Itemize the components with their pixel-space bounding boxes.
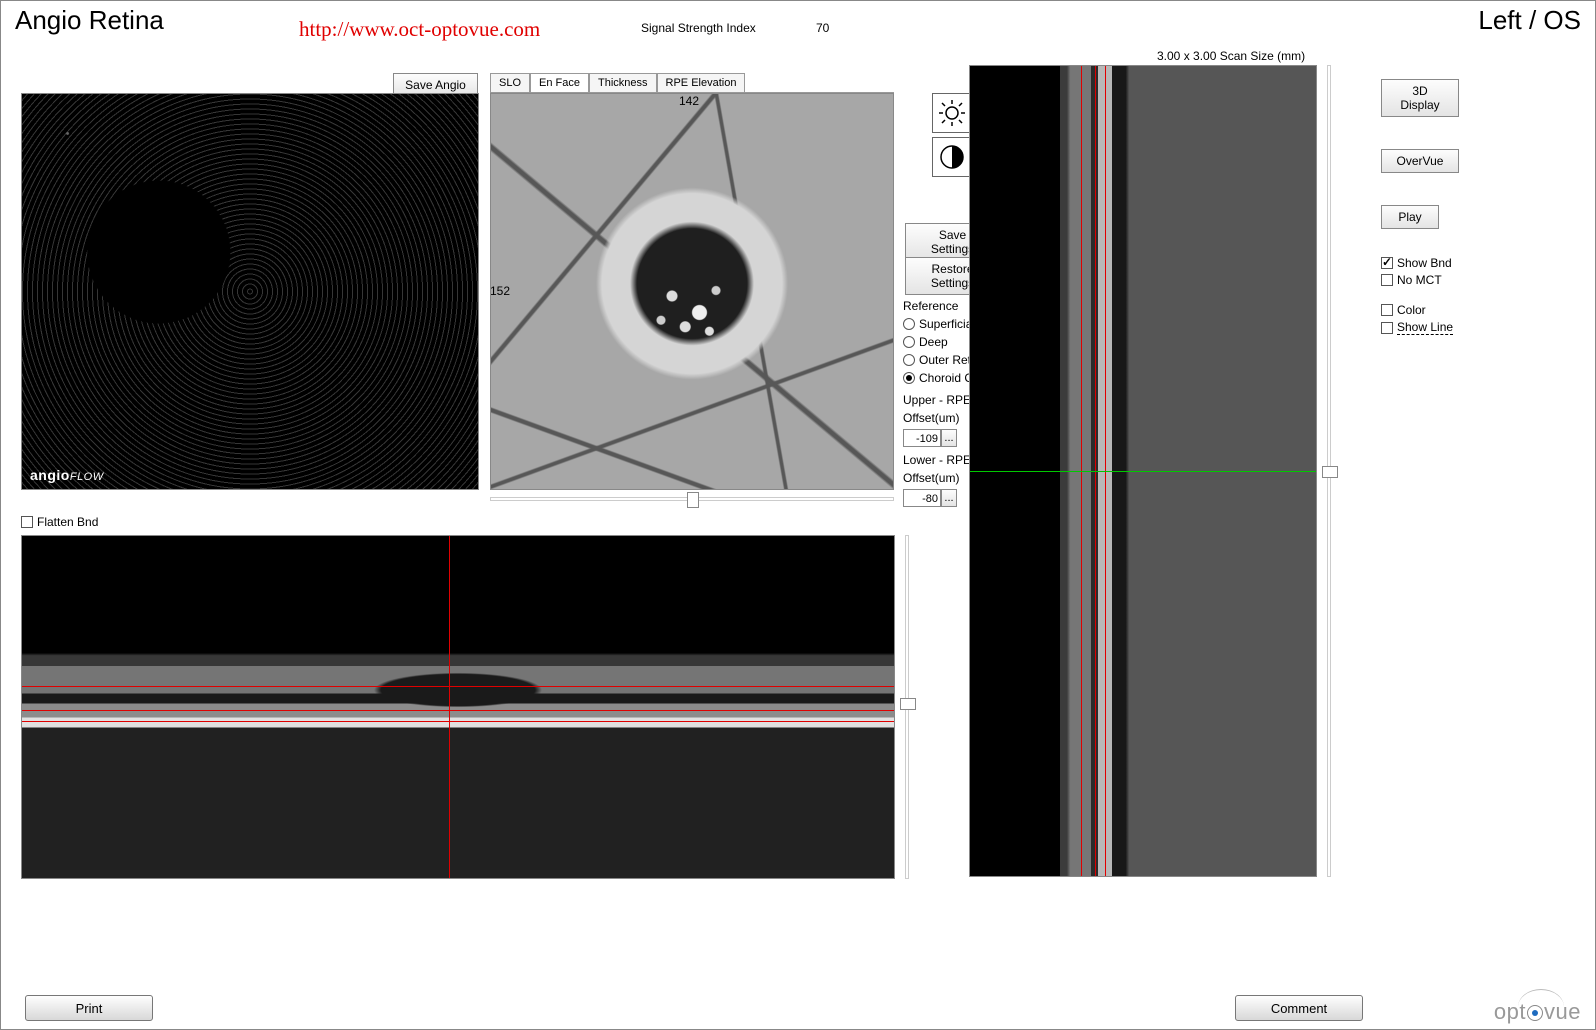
ssi-label: Signal Strength Index <box>641 21 756 35</box>
overvue-button[interactable]: OverVue <box>1381 149 1459 173</box>
bscan-v-slider[interactable] <box>1327 65 1331 877</box>
bscan-v-slider-thumb[interactable] <box>1322 466 1338 478</box>
lower-offset-more-button[interactable]: ... <box>941 489 957 507</box>
3d-display-button[interactable]: 3D Display <box>1381 79 1459 117</box>
play-button[interactable]: Play <box>1381 205 1439 229</box>
angio-flow-watermark: angioFLOW <box>30 467 104 483</box>
no-mct-label: No MCT <box>1397 273 1442 287</box>
enface-slider[interactable] <box>490 497 894 501</box>
bscan-vertical-image[interactable] <box>969 65 1317 877</box>
no-mct-checkbox[interactable]: No MCT <box>1381 273 1491 287</box>
contrast-icon[interactable] <box>932 137 972 177</box>
bscan-h-boundary-3[interactable] <box>22 721 894 722</box>
scan-size-label: 3.00 x 3.00 Scan Size (mm) <box>1157 49 1305 63</box>
bscan-h-slider-thumb[interactable] <box>900 698 916 710</box>
app-title: Angio Retina <box>15 5 164 36</box>
bscan-horizontal-image[interactable] <box>21 535 895 879</box>
bottom-bar: Print Comment optvue <box>1 987 1595 1029</box>
upper-offset-more-button[interactable]: ... <box>941 429 957 447</box>
show-bnd-label: Show Bnd <box>1397 256 1452 270</box>
bscan-h-boundary-1[interactable] <box>22 686 894 687</box>
optovue-logo: optvue <box>1494 999 1581 1025</box>
print-button[interactable]: Print <box>25 995 153 1021</box>
tab-slo[interactable]: SLO <box>490 73 530 92</box>
flatten-bnd-label: Flatten Bnd <box>37 515 98 529</box>
bscan-h-cursor[interactable] <box>449 536 450 878</box>
radio-deep-label: Deep <box>919 333 948 351</box>
watermark-url: http://www.oct-optovue.com <box>299 17 540 42</box>
enface-marker-1: 142 <box>679 94 699 108</box>
brightness-icon[interactable] <box>932 93 972 133</box>
eye-icon <box>1527 1005 1543 1021</box>
radio-superficial-label: Superficial <box>919 315 975 333</box>
right-control-panel: 3D Display OverVue Play Show Bnd No MCT … <box>1381 79 1491 338</box>
bscan-h-slider[interactable] <box>905 535 909 879</box>
eye-label: Left / OS <box>1478 5 1581 36</box>
tab-rpe-elevation[interactable]: RPE Elevation <box>657 73 746 92</box>
upper-offset-input[interactable]: -109 <box>903 429 941 447</box>
lower-offset-input[interactable]: -80 <box>903 489 941 507</box>
enface-image[interactable]: 142 152 <box>490 93 894 490</box>
show-line-label: Show Line <box>1397 320 1453 335</box>
color-checkbox[interactable]: Color <box>1381 303 1491 317</box>
ssi-value: 70 <box>816 21 829 35</box>
angio-flow-image[interactable]: angioFLOW <box>21 93 479 490</box>
bscan-v-cursor[interactable] <box>970 471 1316 472</box>
enface-tabs: SLOEn FaceThicknessRPE Elevation <box>490 73 745 93</box>
flatten-bnd-checkbox[interactable]: Flatten Bnd <box>21 515 98 529</box>
tab-thickness[interactable]: Thickness <box>589 73 657 92</box>
show-line-checkbox[interactable]: Show Line <box>1381 320 1491 335</box>
show-bnd-checkbox[interactable]: Show Bnd <box>1381 256 1491 270</box>
tab-enface[interactable]: En Face <box>530 73 589 92</box>
enface-marker-2: 152 <box>490 284 510 298</box>
bscan-h-boundary-2[interactable] <box>22 710 894 711</box>
enface-slider-thumb[interactable] <box>687 492 699 508</box>
comment-button[interactable]: Comment <box>1235 995 1363 1021</box>
color-label: Color <box>1397 303 1426 317</box>
